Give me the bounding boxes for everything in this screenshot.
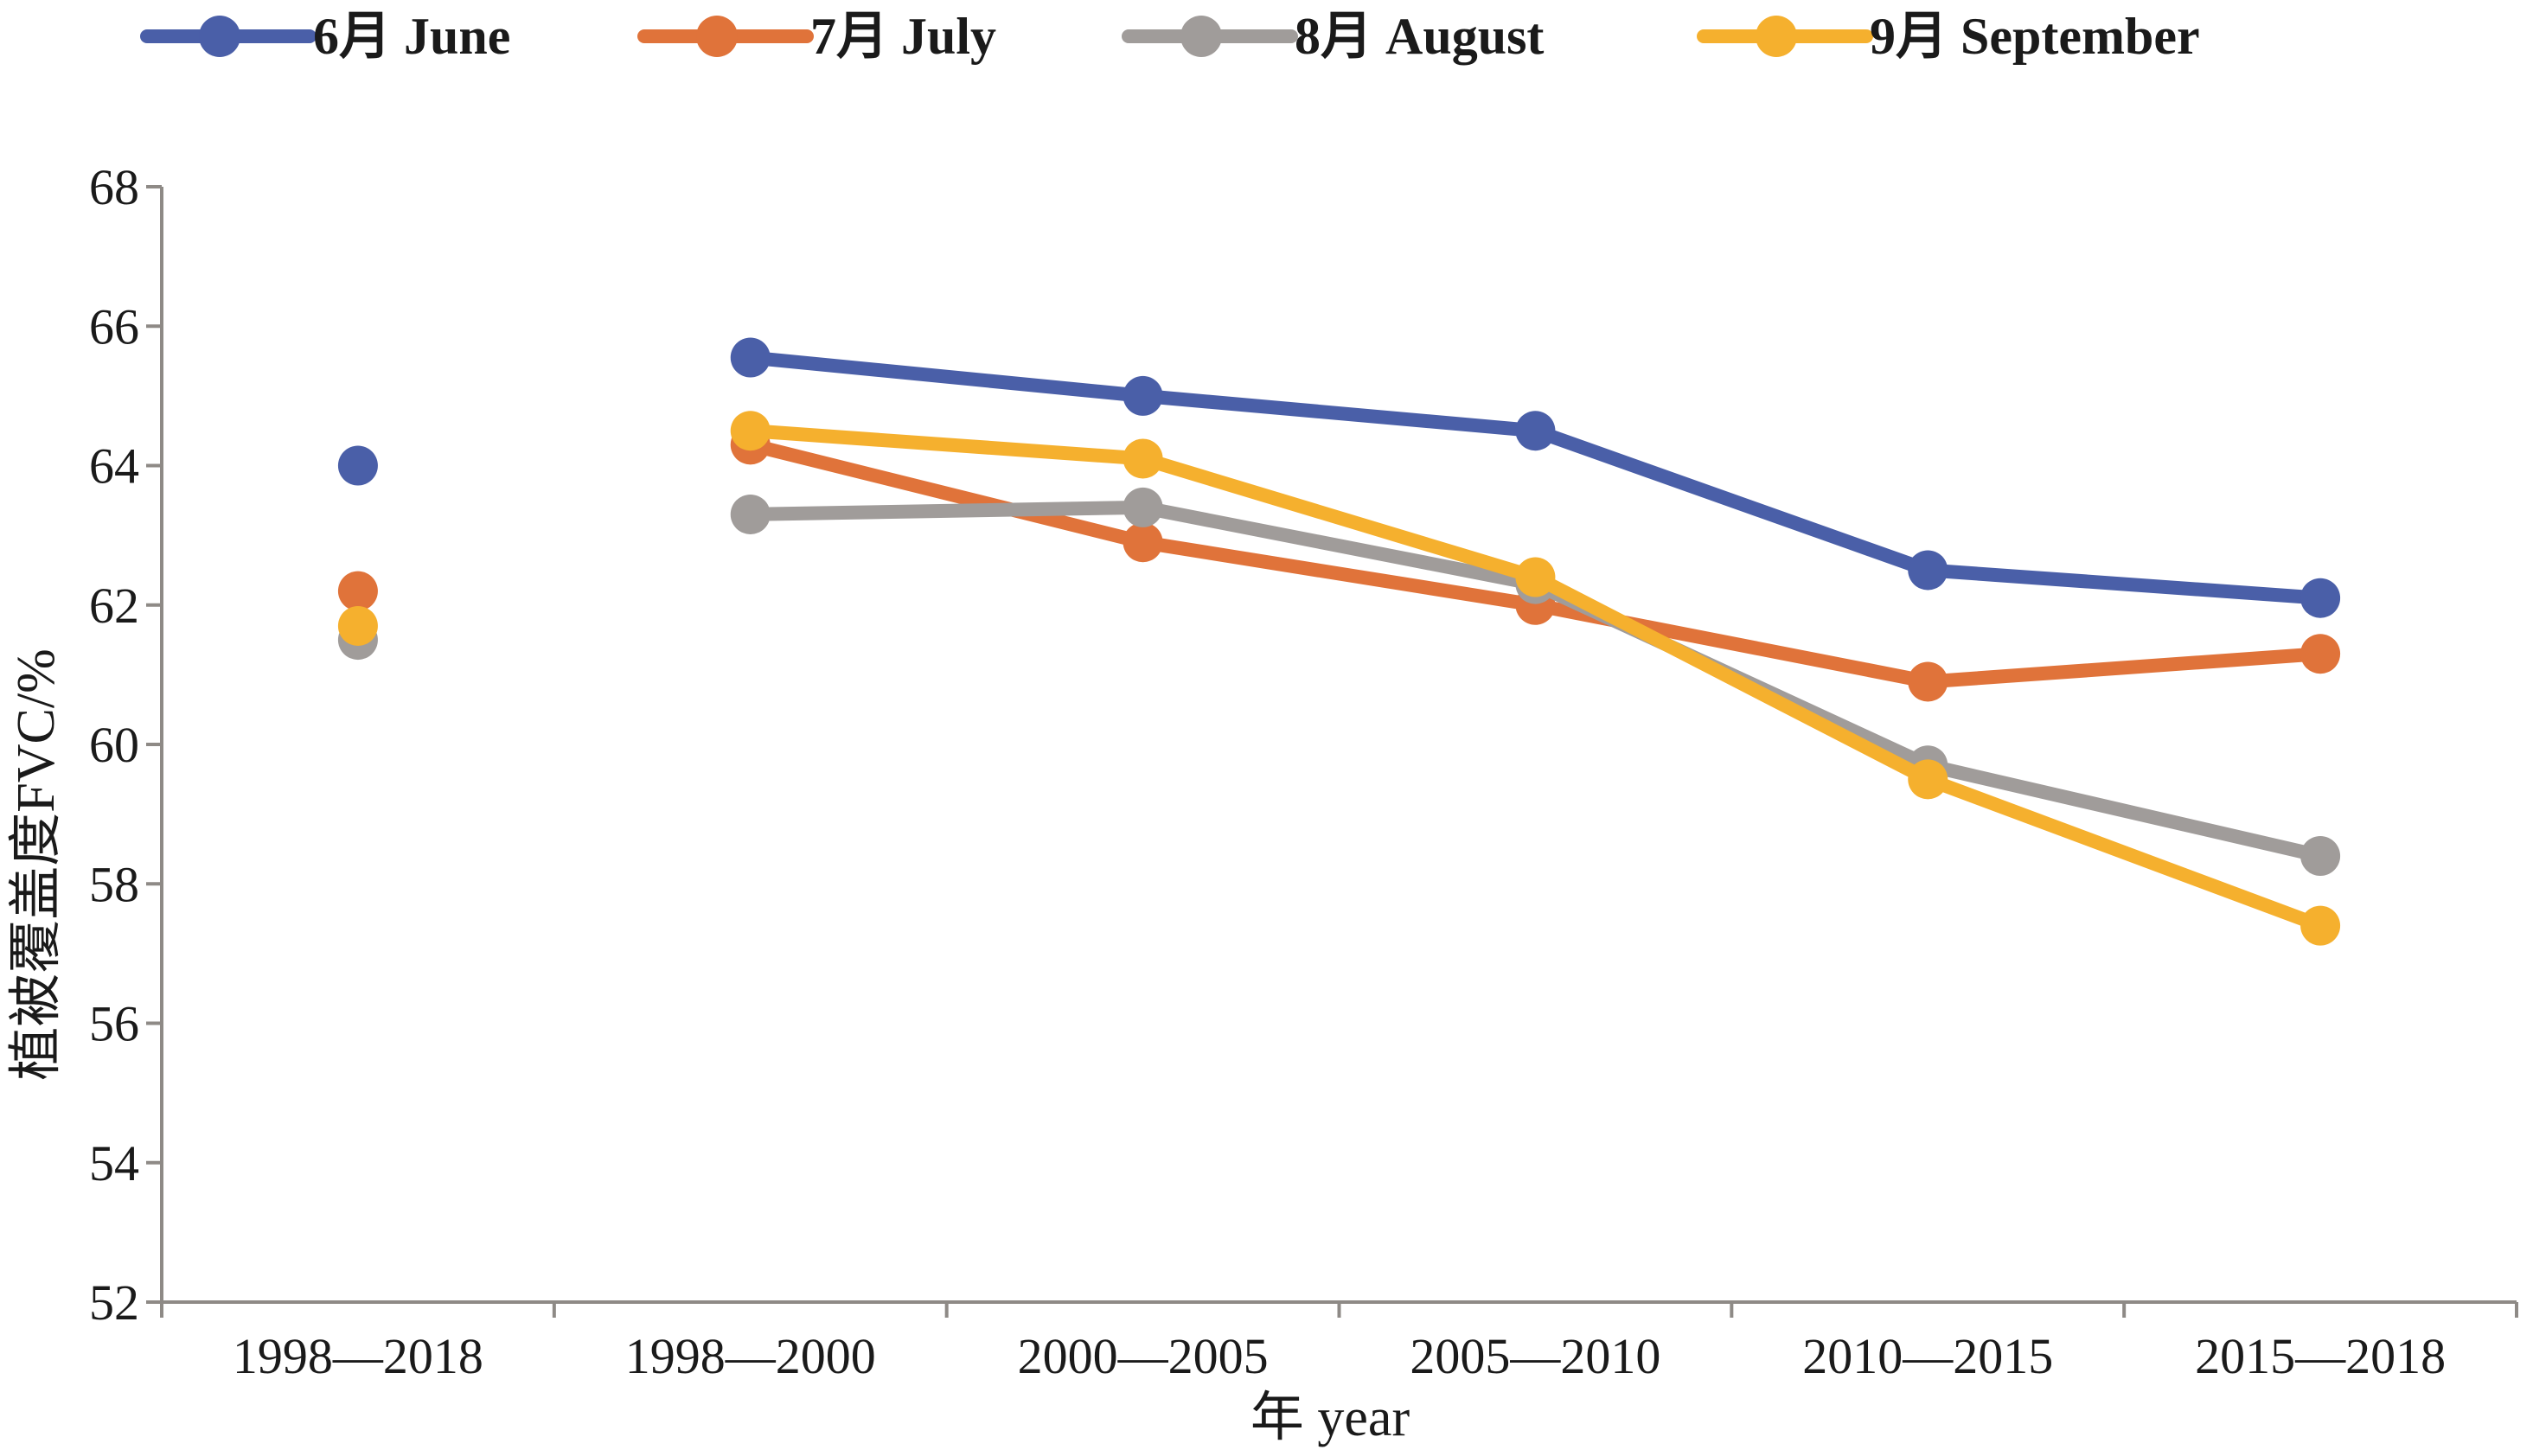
data-point (1123, 487, 1163, 527)
data-point (1908, 550, 1948, 591)
legend-label: 7月 July (810, 8, 996, 65)
x-tick-label: 1998—2000 (625, 1328, 876, 1384)
x-axis-title: 年 year (1251, 1389, 1410, 1447)
x-tick-label: 1998—2018 (233, 1328, 483, 1384)
legend-item: 9月 September (1697, 8, 2200, 65)
x-tick-label: 2010—2015 (1802, 1328, 2053, 1384)
y-axis-title: 植被覆盖度FVC/% (7, 648, 66, 1080)
data-point (730, 411, 771, 451)
y-tick-label: 68 (89, 159, 139, 215)
legend-label: 8月 August (1295, 8, 1544, 65)
series-4 (337, 411, 2341, 946)
y-tick-label: 56 (89, 996, 139, 1052)
x-tick-label: 2000—2005 (1018, 1328, 1269, 1384)
data-point (730, 494, 771, 534)
x-tick-label: 2015—2018 (2195, 1328, 2446, 1384)
data-point (2300, 905, 2341, 946)
data-point (1515, 411, 1556, 451)
data-point (337, 605, 378, 646)
data-point (1123, 375, 1163, 416)
y-tick-label: 60 (89, 717, 139, 773)
y-tick-label: 66 (89, 298, 139, 354)
chart-series (337, 337, 2341, 946)
legend-item: 7月 July (637, 8, 996, 65)
data-point (1908, 661, 1948, 702)
series-2 (337, 425, 2341, 702)
series-1 (337, 337, 2341, 618)
data-point (1515, 557, 1556, 597)
legend-swatch-marker (199, 16, 240, 57)
data-point (1123, 438, 1163, 479)
x-axis-ticks: 1998—2018 1998—2000 2000—2005 2005—2010 2010… (160, 1302, 2518, 1384)
legend-swatch-marker (1756, 16, 1797, 57)
legend-label: 6月 June (313, 8, 510, 65)
y-tick-label: 64 (89, 438, 139, 495)
legend-label: 9月 September (1870, 8, 2200, 65)
data-point (730, 337, 771, 378)
data-point (2300, 634, 2341, 674)
data-point (337, 445, 378, 486)
x-tick-label: 2005—2010 (1410, 1328, 1660, 1384)
y-tick-label: 54 (89, 1135, 139, 1191)
data-point (1123, 522, 1163, 563)
y-axis-ticks: 52 54 56 58 60 62 64 66 68 (89, 159, 162, 1331)
data-point (2300, 578, 2341, 618)
y-tick-label: 58 (89, 856, 139, 912)
y-tick-label: 52 (89, 1274, 139, 1331)
data-point (1908, 759, 1948, 800)
legend-swatch-marker (1180, 16, 1222, 57)
data-point (2300, 836, 2341, 876)
y-tick-label: 62 (89, 578, 139, 634)
legend-swatch-marker (696, 16, 738, 57)
chart-axes: 52 54 56 58 60 62 64 66 68 1998—2018 1998—2000 200… (89, 159, 2518, 1384)
chart-legend: 6月 June 7月 July 8月 August 9月 September (140, 8, 2200, 65)
data-point (337, 571, 378, 611)
legend-item: 8月 August (1122, 8, 1544, 65)
legend-item: 6月 June (140, 8, 510, 65)
